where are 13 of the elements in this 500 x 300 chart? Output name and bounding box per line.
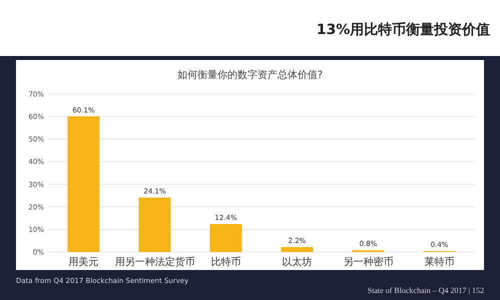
x-tick-label: 比特币 — [210, 256, 241, 268]
x-tick-label: 以太坊 — [282, 256, 312, 268]
x-tick-label: 用另一种法定货币 — [114, 256, 195, 268]
bar — [68, 116, 100, 252]
bar — [281, 247, 314, 252]
x-tick-label: 莱特币 — [424, 256, 454, 268]
x-tick-label: 另一种密币 — [343, 256, 394, 268]
chart-title: 13%用比特币衡量投资价值 — [316, 21, 490, 38]
chart-subtitle: 如何衡量你的数字资产总体价值? — [177, 69, 323, 81]
text: State of Blockchain – Q4 2017 | 152 — [368, 286, 484, 295]
x-tick-label: 用美元 — [68, 256, 99, 268]
bar — [210, 224, 242, 252]
bar — [138, 198, 171, 252]
